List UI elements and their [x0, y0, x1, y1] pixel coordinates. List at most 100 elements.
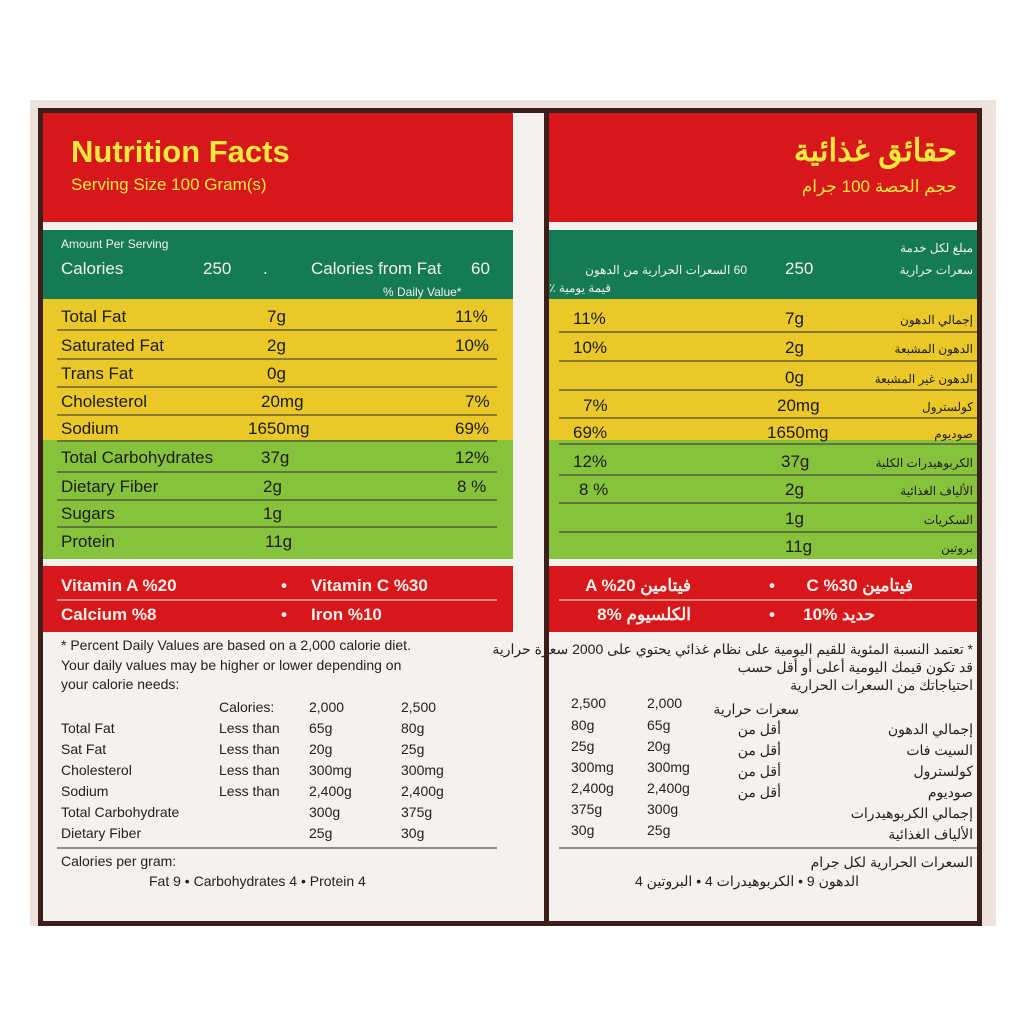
nutrient-name: Total Fat: [61, 307, 127, 326]
dv-cell: Less than: [219, 720, 280, 736]
amount-per-serving: Amount Per Serving: [61, 237, 169, 251]
nutrient-amount: 1650mg: [767, 423, 829, 442]
nutrient-dv: 12%: [455, 448, 490, 467]
dv-cell: 2,400g: [571, 780, 614, 796]
iron: Iron %10: [311, 605, 382, 624]
nutrient-amount: 7g: [267, 307, 286, 326]
calories-label: Calories: [61, 259, 124, 278]
vitamin-c: Vitamin C %30: [311, 576, 428, 595]
nutrient-name: Trans Fat: [61, 364, 134, 383]
row-rule: [57, 471, 497, 473]
calories-band: [43, 230, 513, 306]
row-rule: [57, 526, 497, 528]
row-rule: [57, 329, 497, 331]
bullet: •: [281, 576, 287, 595]
dv-cell: 20g: [647, 738, 671, 754]
bullet: •: [769, 576, 775, 595]
nutrient-name: Sugars: [61, 504, 115, 523]
dv-header: سعرات حرارية: [713, 701, 799, 717]
dv-cell: 65g: [647, 717, 671, 733]
amount-per-serving: مبلغ لكل خدمة: [899, 241, 973, 255]
dv-cell: 25g: [647, 822, 671, 838]
fats-band: [549, 299, 977, 440]
calories-band: [549, 230, 977, 306]
dv-cell: الألياف الغذائية: [888, 826, 973, 842]
dv-header: 2,500: [571, 695, 607, 711]
dv-cell: 30g: [401, 825, 425, 841]
row-rule: [57, 414, 497, 416]
nutrient-name: Saturated Fat: [61, 336, 165, 355]
dv-cell: أقل من: [737, 784, 781, 800]
calories-per-gram-label: Calories per gram:: [61, 853, 177, 869]
nutrient-amount: 7g: [785, 309, 804, 328]
nutrition-label: Nutrition Facts Serving Size 100 Gram(s)…: [38, 108, 982, 926]
dv-cell: 20g: [309, 741, 333, 757]
panel-title: حقائق غذائية: [793, 133, 957, 168]
calories-per-gram-label: السعرات الحرارية لكل جرام: [810, 854, 973, 870]
dv-cell: Dietary Fiber: [61, 825, 142, 841]
footer-rule: [57, 847, 497, 849]
row-rule: [559, 443, 977, 445]
calories-from-fat-label: Calories from Fat: [311, 259, 442, 278]
nutrient-name: كولسترول: [921, 400, 973, 414]
footnote-line: قد تكون قيمك اليومية أعلى أو أقل حسب: [737, 659, 973, 675]
dv-cell: 30g: [571, 822, 595, 838]
nutrient-dv: 10%: [455, 336, 490, 355]
vitamin-a: Vitamin A %20: [61, 576, 177, 595]
bullet: •: [769, 605, 775, 624]
calories-per-gram: الدهون 9 • الكربوهيدرات 4 • البروتين 4: [634, 873, 859, 889]
dv-header: 2,500: [401, 699, 437, 715]
dv-cell: 300g: [309, 804, 341, 820]
header-band: [43, 113, 513, 222]
nutrient-name: الدهون غير المشبعة: [874, 372, 973, 386]
calories-from-fat-value: 60: [471, 259, 490, 278]
dv-header: 2,000: [309, 699, 345, 715]
nutrient-amount: 1g: [263, 504, 282, 523]
dv-cell: أقل من: [737, 742, 781, 758]
nutrient-dv: 8 %: [579, 480, 609, 499]
header-band: [549, 113, 977, 222]
dv-cell: أقل من: [737, 721, 781, 737]
nutrient-dv: 7%: [465, 392, 490, 411]
row-rule: [559, 331, 977, 333]
footnote-line: احتياجاتك من السعرات الحرارية: [790, 677, 973, 693]
nutrient-name: إجمالي الدهون: [900, 313, 973, 327]
nutrient-amount: 37g: [781, 452, 810, 471]
serving-size: Serving Size 100 Gram(s): [71, 175, 267, 194]
calories-per-gram: Fat 9 • Carbohydrates 4 • Protein 4: [149, 873, 366, 889]
nutrient-dv: 69%: [455, 419, 490, 438]
calories-value: 250: [785, 259, 814, 278]
nutrient-amount: 1g: [785, 509, 804, 528]
dv-cell: Less than: [219, 783, 280, 799]
calories-from-fat: 60 السعرات الحرارية من الدهون: [585, 263, 747, 277]
dv-cell: 2,400g: [647, 780, 690, 796]
nutrient-name: Sodium: [61, 419, 119, 438]
row-rule: [57, 599, 497, 601]
dv-cell: أقل من: [737, 763, 781, 779]
nutrient-name: الألياف الغذائية: [900, 484, 973, 498]
footnote-line: your calorie needs:: [61, 676, 180, 692]
footer-rule: [559, 847, 977, 849]
dv-cell: 25g: [401, 741, 425, 757]
dv-cell: Cholesterol: [61, 762, 132, 778]
dv-cell: 2,400g: [401, 783, 444, 799]
dv-cell: 300mg: [571, 759, 614, 775]
dv-cell: Total Fat: [61, 720, 115, 736]
nutrient-name: الدهون المشبعة: [894, 342, 973, 356]
nutrient-amount: 20mg: [261, 392, 304, 411]
row-rule: [559, 502, 977, 504]
panel-title: Nutrition Facts: [71, 134, 290, 169]
row-rule: [57, 386, 497, 388]
dv-cell: 80g: [571, 717, 595, 733]
nutrient-name: Dietary Fiber: [61, 477, 159, 496]
nutrient-amount: 2g: [263, 477, 282, 496]
row-rule: [559, 360, 977, 362]
fats-band: [43, 299, 513, 440]
dv-cell: 300mg: [647, 759, 690, 775]
row-rule: [57, 440, 497, 442]
iron: حديد %10: [803, 605, 875, 624]
nutrient-amount: 1650mg: [248, 419, 310, 438]
nutrient-dv: 7%: [583, 396, 608, 415]
nutrient-amount: 2g: [785, 338, 804, 357]
dv-cell: Sodium: [61, 783, 109, 799]
